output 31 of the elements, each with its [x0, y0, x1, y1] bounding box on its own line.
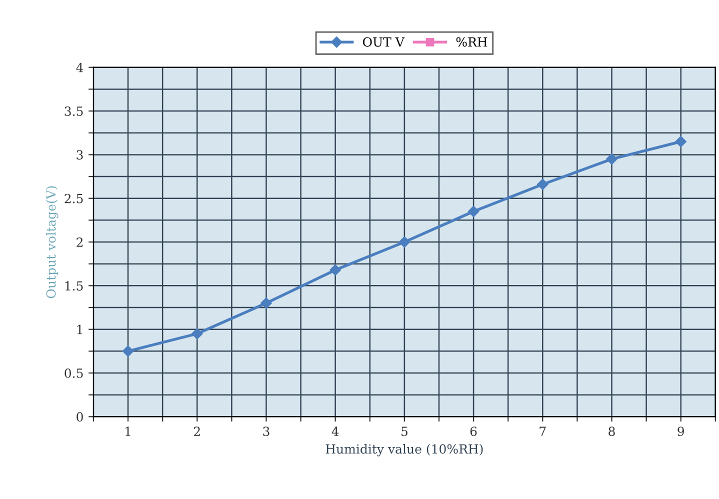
x-tick-label: 5	[402, 426, 408, 436]
point	[606, 153, 618, 165]
x-tick-label: 7	[540, 426, 546, 436]
y-tick-label: 3.5	[64, 106, 83, 116]
x-tick-label: 8	[608, 426, 615, 436]
x-tick-label: 1	[126, 426, 130, 436]
x-axis-title: Humidity value (10%RH)	[326, 444, 483, 456]
point	[330, 264, 341, 276]
y-axis-title: Output voltage(V)	[46, 186, 58, 298]
point	[537, 178, 548, 190]
point	[468, 206, 480, 218]
y-tick-label: 1	[77, 324, 82, 334]
y-tick-label: 2.5	[64, 194, 83, 204]
point	[398, 236, 410, 248]
x-tick-label: 2	[194, 426, 200, 436]
legend-label: OUT V	[362, 37, 405, 47]
point	[675, 136, 686, 148]
y-tick-label: 3	[76, 150, 83, 160]
x-tick-label: 4	[332, 426, 339, 436]
point	[260, 298, 272, 309]
point	[192, 328, 203, 340]
legend-label: %RH	[456, 37, 488, 47]
y-tick-label: 2	[76, 237, 83, 247]
x-tick-label: 9	[678, 426, 684, 436]
x-tick-label: 6	[470, 426, 477, 436]
x-tick-label: 3	[263, 426, 270, 436]
y-tick-label: 0	[76, 412, 83, 422]
point	[122, 346, 134, 357]
y-tick-label: 0.5	[64, 368, 83, 378]
y-tick-label: 1.5	[65, 281, 83, 291]
y-tick-label: 4	[76, 62, 84, 72]
